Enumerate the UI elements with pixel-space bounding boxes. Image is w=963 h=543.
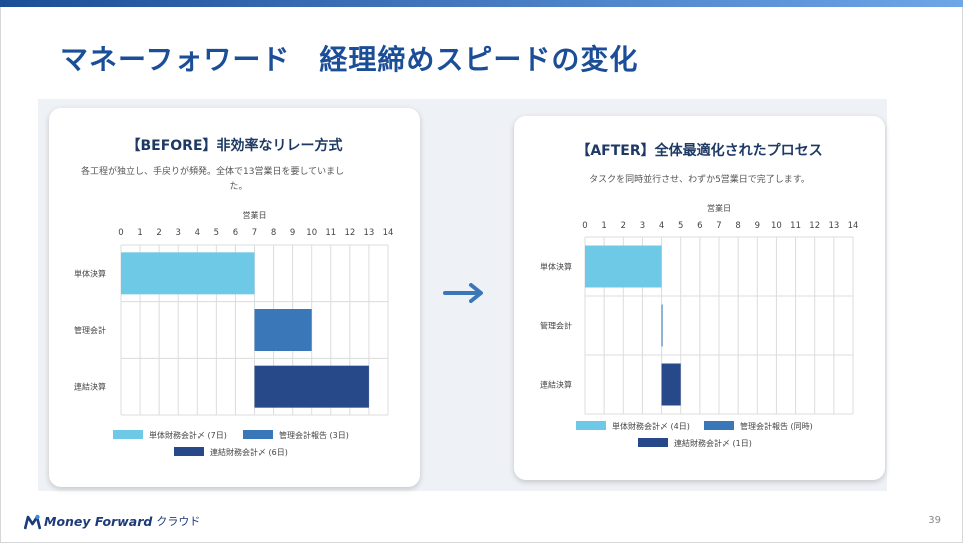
legend-swatch bbox=[174, 447, 204, 456]
category-label: 管理会計 bbox=[540, 321, 572, 331]
x-tick-label: 3 bbox=[176, 228, 181, 238]
category-label: 連結決算 bbox=[540, 380, 572, 390]
x-tick-label: 12 bbox=[809, 221, 820, 231]
x-tick-label: 3 bbox=[640, 221, 645, 231]
x-tick-label: 13 bbox=[828, 221, 839, 231]
legend-label: 管理会計報告 (同時) bbox=[740, 421, 813, 431]
x-tick-label: 2 bbox=[156, 228, 161, 238]
before-gantt-chart: 0 1 2 3 4 5 6 7 8 9 10 11 12 13 14営業日単体決算管理会計連結決算単体財務会… bbox=[74, 210, 394, 457]
gantt-bar bbox=[661, 304, 663, 347]
x-tick-label: 12 bbox=[344, 228, 355, 238]
x-tick-label: 7 bbox=[252, 228, 257, 238]
x-tick-label: 5 bbox=[678, 221, 683, 231]
x-tick-label: 10 bbox=[306, 228, 317, 238]
top-accent-bar bbox=[0, 0, 963, 7]
x-axis-title: 営業日 bbox=[243, 210, 267, 220]
legend-swatch bbox=[243, 430, 273, 439]
gantt-bar bbox=[254, 365, 369, 408]
x-tick-label: 6 bbox=[233, 228, 238, 238]
x-tick-label: 8 bbox=[271, 228, 276, 238]
after-card-title: 【AFTER】全体最適化されたプロセス bbox=[576, 143, 823, 159]
gantt-bar bbox=[121, 252, 255, 295]
legend-label: 連結財務会計〆 (6日) bbox=[210, 447, 288, 457]
legend-label: 単体財務会計〆 (4日) bbox=[612, 421, 690, 431]
legend-label: 管理会計報告 (3日) bbox=[279, 430, 349, 440]
x-tick-label: 0 bbox=[118, 228, 123, 238]
category-label: 単体決算 bbox=[540, 262, 572, 272]
gantt-bar bbox=[254, 309, 312, 351]
x-tick-label: 7 bbox=[716, 221, 721, 231]
x-tick-label: 14 bbox=[383, 228, 394, 238]
legend-label: 連結財務会計〆 (1日) bbox=[674, 438, 752, 448]
x-tick-label: 13 bbox=[364, 228, 375, 238]
slide-title: マネーフォワード 経理締めスピードの変化 bbox=[60, 43, 639, 76]
page-number: 39 bbox=[928, 515, 941, 526]
x-tick-label: 5 bbox=[214, 228, 219, 238]
legend-label: 単体財務会計〆 (7日) bbox=[149, 430, 227, 440]
before-card-description: 各工程が独立し、手戻りが頻発。全体で13営業日を要していまし た。 bbox=[81, 165, 396, 195]
legend-swatch bbox=[576, 421, 606, 430]
x-tick-label: 10 bbox=[771, 221, 782, 231]
legend-swatch bbox=[113, 430, 143, 439]
x-tick-label: 0 bbox=[582, 221, 587, 231]
right-arrow-icon bbox=[443, 283, 483, 303]
x-tick-label: 9 bbox=[290, 228, 295, 238]
x-tick-label: 1 bbox=[137, 228, 142, 238]
x-tick-label: 2 bbox=[621, 221, 626, 231]
before-card: 【BEFORE】非効率なリレー方式 各工程が独立し、手戻りが頻発。全体で13営業… bbox=[49, 108, 420, 487]
category-label: 管理会計 bbox=[74, 325, 106, 335]
before-desc-line1: 各工程が独立し、手戻りが頻発。全体で13営業日を要していまし bbox=[81, 167, 345, 177]
legend-swatch bbox=[638, 438, 668, 447]
x-tick-label: 4 bbox=[195, 228, 200, 238]
x-tick-label: 4 bbox=[659, 221, 664, 231]
before-desc-line2: た。 bbox=[229, 182, 248, 192]
after-gantt-chart: 0 1 2 3 4 5 6 7 8 9 10 11 12 13 14営業日単体決算管理会計連結決算単体財務会… bbox=[540, 203, 859, 448]
x-tick-label: 1 bbox=[601, 221, 606, 231]
before-card-title: 【BEFORE】非効率なリレー方式 bbox=[126, 138, 343, 154]
x-tick-label: 11 bbox=[790, 221, 801, 231]
x-tick-label: 8 bbox=[735, 221, 740, 231]
legend-swatch bbox=[704, 421, 734, 430]
logo-suffix: クラウド bbox=[156, 515, 201, 528]
gantt-bar bbox=[585, 245, 662, 288]
category-label: 単体決算 bbox=[74, 268, 106, 278]
x-tick-label: 11 bbox=[325, 228, 336, 238]
gantt-bar bbox=[661, 363, 681, 406]
x-tick-label: 9 bbox=[755, 221, 760, 231]
x-tick-label: 14 bbox=[848, 221, 859, 231]
after-card-description: タスクを同時並行させ、わずか5営業日で完了します。 bbox=[589, 175, 810, 185]
x-tick-label: 6 bbox=[697, 221, 702, 231]
category-label: 連結決算 bbox=[74, 382, 106, 392]
money-forward-logo: Money Forward クラウド bbox=[24, 511, 200, 531]
money-forward-logo-icon bbox=[24, 514, 41, 529]
logo-text: Money Forward bbox=[44, 513, 153, 529]
x-axis-title: 営業日 bbox=[707, 203, 731, 213]
